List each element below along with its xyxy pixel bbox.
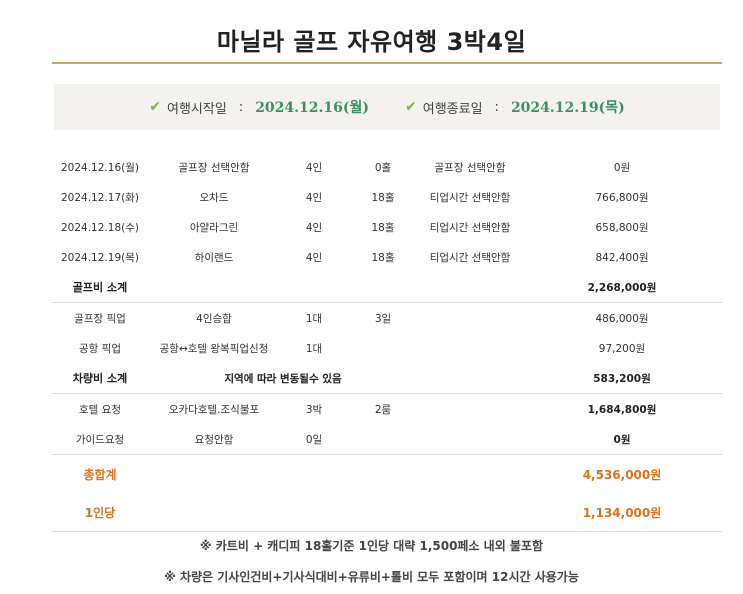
golf-date: 2024.12.18(수) [61,221,139,234]
golf-tee: 티업시간 선택안함 [429,251,511,264]
hotel-item: 호텔 요청 [79,403,121,416]
golf-price: 658,800원 [595,221,649,234]
vehicle-qty: 1대 [305,342,323,355]
golf-row: 2024.12.19(목) 하이랜드 4인 18홀 티업시간 선택안함 842,… [52,242,722,272]
page-title: 마닐라 골프 자유여행 3박4일 [216,28,527,56]
vehicle-subtotal-price: 583,200원 [522,363,722,394]
check-icon: ✔ [405,99,417,115]
grand-total-row: 총합계 4,536,000원 [52,455,722,494]
hotel-nights: 3박 [305,403,323,416]
golf-tee: 골프장 선택안함 [434,161,506,174]
start-date: ✔ 여행시작일 : 2024.12.16(월) [149,97,369,117]
vehicle-item: 공항 픽업 [79,342,121,355]
golf-price: 766,800원 [595,191,649,204]
note-cart-caddie: ※ 카트비 + 캐디피 18홀기준 1인당 대략 1,500페소 내외 불포함 [199,539,544,553]
vehicle-desc: 공항↔호텔 왕복픽업신청 [159,342,269,355]
golf-people: 4인 [305,221,323,234]
vehicle-row: 공항 픽업 공항↔호텔 왕복픽업신청 1대 97,200원 [52,333,722,363]
vehicle-days [348,333,418,363]
hotel-price: 1,684,800원 [587,403,657,416]
hotel-rooms: 2룸 [374,403,392,416]
end-date-value: 2024.12.19(목) [510,100,625,116]
per-person-price: 1,134,000원 [522,493,722,532]
grand-total-label: 총합계 [83,467,117,482]
vehicle-price: 97,200원 [598,342,646,355]
guide-item: 가이드요청 [52,424,148,455]
golf-subtotal-row: 골프비 소계 2,268,000원 [52,272,722,303]
vehicle-item: 골프장 픽업 [74,312,126,325]
vehicle-subtotal-note: 지역에 따라 변동될수 있음 [148,363,418,394]
golf-date: 2024.12.16(월) [61,161,139,174]
golf-subtotal-price: 2,268,000원 [522,272,722,303]
vehicle-subtotal-row: 차량비 소계 지역에 따라 변동될수 있음 583,200원 [52,363,722,394]
vehicle-qty: 1대 [305,312,323,325]
vehicle-days: 3일 [374,312,392,325]
golf-holes: 18홀 [371,251,395,264]
guide-row: 가이드요청 요청안함 0일 0원 [52,424,722,455]
hotel-row: 호텔 요청 오카다호텔.조식불포 3박 2룸 1,684,800원 [52,394,722,425]
end-date-label: 여행종료일 [422,101,483,117]
vehicle-desc: 4인승합 [196,312,232,325]
start-date-value: 2024.12.16(월) [255,100,369,116]
start-date-separator: : [238,99,244,115]
start-date-label: 여행시작일 [166,101,227,117]
golf-people: 4인 [305,191,323,204]
golf-tee: 티업시간 선택안함 [429,191,511,204]
title-divider [52,62,722,64]
vehicle-price: 486,000원 [595,312,649,325]
golf-date: 2024.12.19(목) [61,251,139,264]
golf-date: 2024.12.17(화) [61,191,139,204]
vehicle-row: 골프장 픽업 4인승합 1대 3일 486,000원 [52,303,722,334]
golf-price: 842,400원 [595,251,649,264]
golf-course: 하이랜드 [194,251,234,264]
cost-table: 2024.12.16(월) 골프장 선택안함 4인 0홀 골프장 선택안함 0원… [52,152,722,532]
check-icon: ✔ [149,99,161,115]
end-date: ✔ 여행종료일 : 2024.12.19(목) [405,97,625,117]
golf-row: 2024.12.16(월) 골프장 선택안함 4인 0홀 골프장 선택안함 0원 [52,152,722,182]
golf-people: 4인 [305,251,323,264]
trip-dates-box: ✔ 여행시작일 : 2024.12.16(월) ✔ 여행종료일 : 2024.1… [54,84,720,130]
note-vehicle: ※ 차량은 기사인건비+기사식대비+유류비+톨비 모두 포함이며 12시간 사용… [164,570,579,584]
golf-row: 2024.12.18(수) 아얄라그린 4인 18홀 티업시간 선택안함 658… [52,212,722,242]
guide-price: 0원 [522,424,722,455]
guide-days: 0일 [280,424,348,455]
golf-subtotal-label: 골프비 소계 [52,272,148,303]
per-person-row: 1인당 1,134,000원 [52,493,722,532]
golf-holes: 0홀 [374,161,392,174]
golf-people: 4인 [305,161,323,174]
golf-holes: 18홀 [371,191,395,204]
hotel-desc: 오카다호텔.조식불포 [168,403,260,416]
vehicle-subtotal-label: 차량비 소계 [52,363,148,394]
golf-course: 오차드 [199,191,229,204]
grand-total-price: 4,536,000원 [582,467,662,482]
end-date-separator: : [494,99,499,115]
golf-course: 골프장 선택안함 [178,161,250,174]
golf-row: 2024.12.17(화) 오차드 4인 18홀 티업시간 선택안함 766,8… [52,182,722,212]
golf-price: 0원 [613,161,631,174]
per-person-label: 1인당 [52,493,148,532]
golf-course: 아얄라그린 [189,221,239,234]
golf-holes: 18홀 [371,221,395,234]
guide-desc: 요청안함 [148,424,280,455]
golf-tee: 티업시간 선택안함 [429,221,511,234]
